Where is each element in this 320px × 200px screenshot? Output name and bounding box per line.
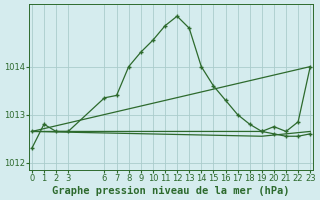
X-axis label: Graphe pression niveau de la mer (hPa): Graphe pression niveau de la mer (hPa) <box>52 186 290 196</box>
